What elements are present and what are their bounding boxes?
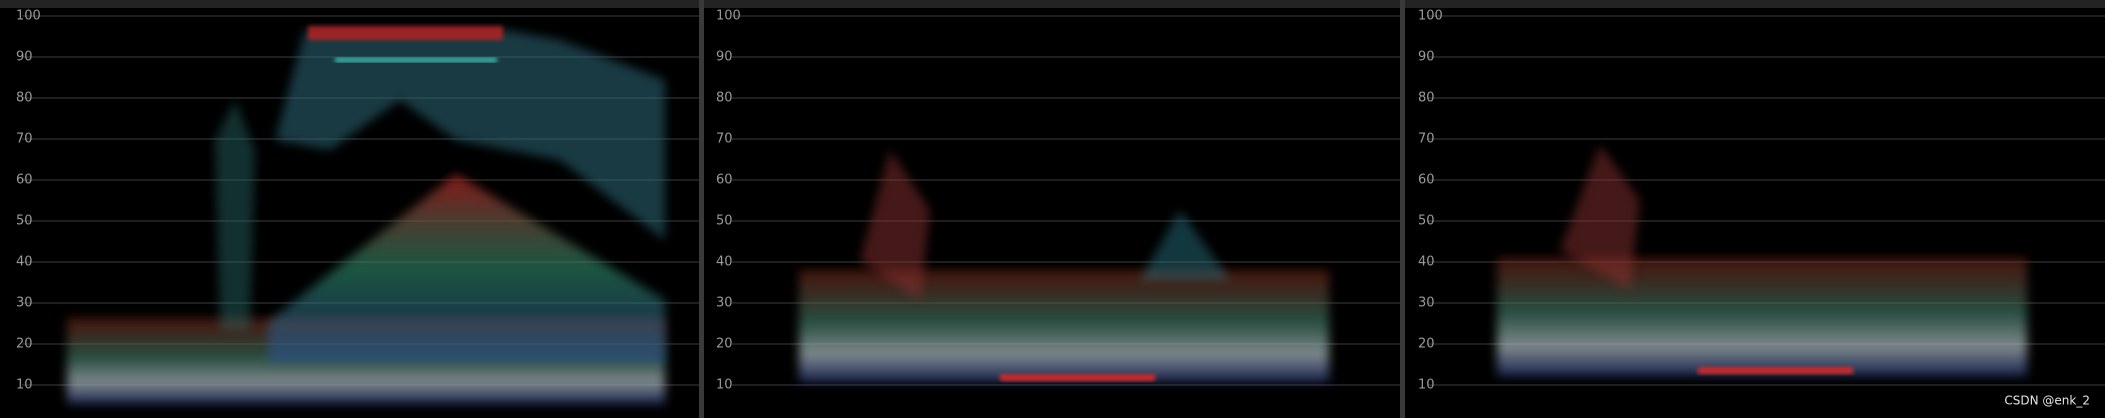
tick-label: 40 <box>1418 255 1435 270</box>
tick-label: 70 <box>16 132 33 147</box>
trace <box>335 58 497 62</box>
tick-label: 100 <box>1418 9 1443 24</box>
panel-separator <box>1400 0 1405 418</box>
tick-label: 50 <box>16 214 33 229</box>
tick-label: 80 <box>716 91 733 106</box>
trace <box>275 30 665 240</box>
tick-label: 90 <box>16 50 33 65</box>
tick-label: 90 <box>1418 50 1435 65</box>
trace <box>308 26 503 40</box>
tick-label: 80 <box>1418 91 1435 106</box>
tick-label: 20 <box>1418 337 1435 352</box>
trace <box>1560 145 1640 290</box>
tick-label: 100 <box>716 9 741 24</box>
panel-separator <box>699 0 704 418</box>
waveform-traces <box>67 26 2027 404</box>
trace <box>1497 258 2027 376</box>
tick-label: 20 <box>716 337 733 352</box>
tick-label: 10 <box>1418 378 1435 393</box>
tick-label: 50 <box>716 214 733 229</box>
tick-label: 70 <box>716 132 733 147</box>
tick-label: 40 <box>716 255 733 270</box>
trace <box>1000 374 1155 381</box>
tick-label: 60 <box>716 173 733 188</box>
trace <box>1698 367 1853 374</box>
tick-label: 10 <box>716 378 733 393</box>
tick-label: 30 <box>1418 296 1435 311</box>
tick-label: 80 <box>16 91 33 106</box>
trace <box>215 100 255 330</box>
trace <box>799 270 1329 382</box>
tick-label: 40 <box>16 255 33 270</box>
tick-label: 50 <box>1418 214 1435 229</box>
top-strip <box>0 0 2105 8</box>
watermark: CSDN @enk_2 <box>2004 394 2090 408</box>
trace <box>860 150 930 300</box>
tick-label: 90 <box>716 50 733 65</box>
tick-label: 60 <box>16 173 33 188</box>
trace <box>268 174 665 362</box>
tick-label: 30 <box>716 296 733 311</box>
tick-label: 10 <box>16 378 33 393</box>
tick-label: 60 <box>1418 173 1435 188</box>
tick-label: 100 <box>16 9 41 24</box>
trace <box>1140 210 1230 280</box>
tick-label: 70 <box>1418 132 1435 147</box>
tick-label: 30 <box>16 296 33 311</box>
tick-label: 20 <box>16 337 33 352</box>
